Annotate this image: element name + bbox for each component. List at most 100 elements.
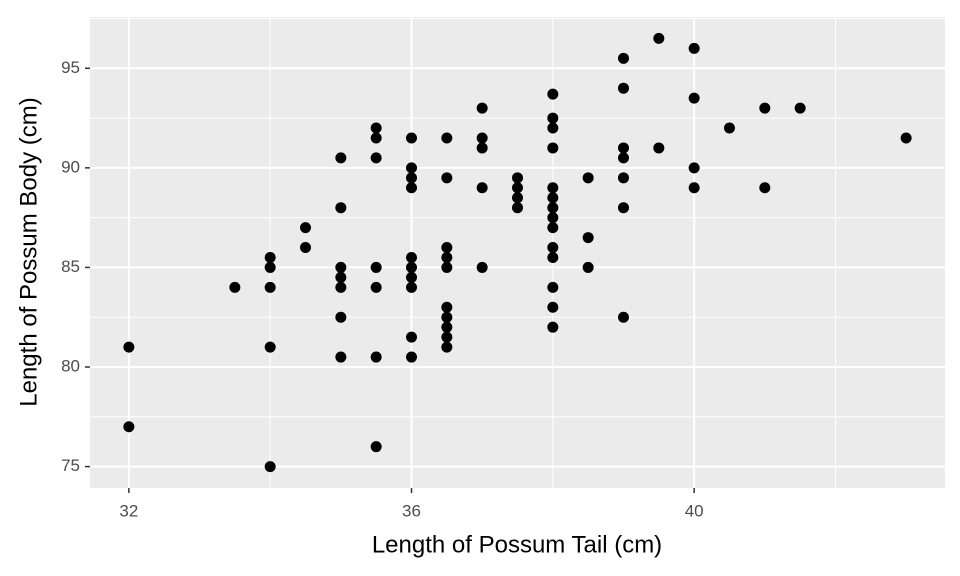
y-tick-label: 85 [61, 257, 80, 276]
point [547, 281, 559, 293]
point [441, 132, 453, 144]
point [547, 212, 559, 224]
point [476, 132, 488, 144]
point [441, 341, 453, 353]
point [406, 351, 418, 363]
point [441, 242, 453, 254]
point [547, 222, 559, 234]
point [229, 281, 241, 293]
point [476, 261, 488, 273]
point [688, 42, 700, 54]
point [617, 152, 629, 164]
point [688, 92, 700, 104]
point [582, 261, 594, 273]
point [547, 202, 559, 214]
point [300, 242, 312, 254]
point [476, 102, 488, 114]
point [335, 351, 347, 363]
point [370, 441, 382, 453]
point [547, 242, 559, 254]
point [688, 182, 700, 194]
point [335, 261, 347, 273]
point [264, 461, 276, 473]
point [264, 341, 276, 353]
point [335, 281, 347, 293]
x-axis-title: Length of Possum Tail (cm) [372, 531, 662, 558]
point [264, 251, 276, 263]
point [512, 182, 523, 194]
point [582, 172, 594, 184]
point [300, 222, 312, 234]
point [759, 102, 771, 114]
point [406, 261, 418, 273]
panel [90, 17, 945, 488]
point [370, 281, 382, 293]
point [441, 321, 453, 333]
point [617, 311, 629, 323]
point [547, 192, 559, 204]
point [335, 271, 347, 283]
point [441, 261, 453, 273]
point [335, 202, 347, 214]
point [335, 311, 347, 323]
point [794, 102, 806, 114]
point [759, 182, 771, 194]
point [547, 142, 559, 154]
point [512, 172, 523, 184]
point [512, 202, 523, 214]
point [582, 232, 594, 244]
x-tick-label: 32 [119, 501, 138, 520]
point [653, 32, 665, 44]
point [547, 88, 559, 100]
point [547, 301, 559, 313]
point [512, 192, 523, 204]
y-tick-label: 80 [61, 356, 80, 375]
point [547, 251, 559, 263]
point [441, 311, 453, 323]
point [406, 132, 418, 144]
point [723, 122, 735, 134]
point [370, 351, 382, 363]
x-tick-label: 36 [402, 501, 421, 520]
y-tick-label: 75 [61, 456, 80, 475]
point [617, 52, 629, 64]
point [406, 271, 418, 283]
point [688, 162, 700, 174]
y-tick-label: 95 [61, 58, 80, 77]
point [335, 152, 347, 164]
point [123, 341, 135, 353]
point [547, 122, 559, 134]
point [370, 132, 382, 144]
point [617, 202, 629, 214]
point [476, 182, 488, 194]
point [547, 112, 559, 124]
point [441, 251, 453, 263]
point [617, 172, 629, 184]
point [476, 142, 488, 154]
point [370, 152, 382, 164]
point [900, 132, 912, 144]
point [406, 331, 418, 343]
point [264, 261, 276, 273]
y-axis-title: Length of Possum Body (cm) [15, 97, 42, 406]
y-tick-label: 90 [61, 157, 80, 176]
point [441, 331, 453, 343]
point [441, 172, 453, 184]
point [406, 182, 418, 194]
point [406, 172, 418, 184]
point [617, 82, 629, 94]
point [617, 142, 629, 154]
point [406, 162, 418, 174]
point [653, 142, 665, 154]
point [370, 122, 382, 134]
point [547, 321, 559, 333]
point [123, 421, 135, 433]
point [547, 182, 559, 194]
point [441, 301, 453, 313]
point [406, 281, 418, 293]
x-tick-label: 40 [685, 501, 704, 520]
point [264, 281, 276, 293]
point [370, 261, 382, 273]
point [406, 251, 418, 263]
